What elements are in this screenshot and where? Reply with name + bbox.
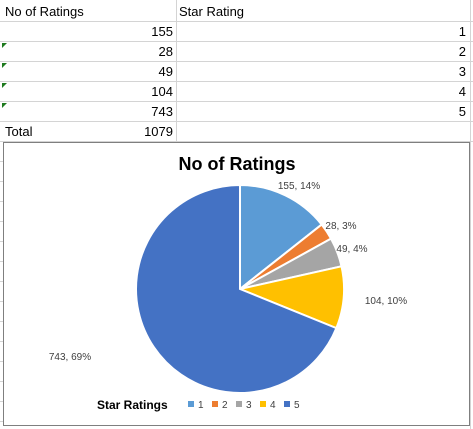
count-cell[interactable]: 155 <box>151 24 173 39</box>
cell-warning-indicator[interactable] <box>2 83 7 88</box>
row-divider <box>0 61 473 62</box>
star-cell[interactable]: 4 <box>458 84 466 99</box>
column-divider <box>176 0 177 142</box>
pie-slice-5[interactable] <box>135 183 338 394</box>
legend-label-1[interactable]: 1 <box>198 400 204 411</box>
star-cell[interactable]: 1 <box>458 24 466 39</box>
legend-swatch-4[interactable] <box>260 401 266 407</box>
row-divider <box>0 101 473 102</box>
count-cell[interactable]: 743 <box>151 104 173 119</box>
row-divider <box>0 381 3 382</box>
row-divider <box>0 221 3 222</box>
count-cell[interactable]: 49 <box>158 64 173 79</box>
row-divider <box>0 361 3 362</box>
total-label-cell[interactable]: Total <box>5 124 33 139</box>
data-label-2: 28, 3% <box>325 221 356 232</box>
cell-warning-indicator[interactable] <box>2 63 7 68</box>
total-value-cell[interactable]: 1079 <box>144 124 173 139</box>
count-cell[interactable]: 104 <box>151 84 173 99</box>
row-divider <box>0 121 473 122</box>
header-cell-star-rating[interactable]: Star Rating <box>179 4 245 19</box>
pie-slice-1[interactable] <box>239 183 324 292</box>
star-cell[interactable]: 5 <box>458 104 466 119</box>
chart-title: No of Ratings <box>179 154 296 174</box>
data-label-1: 155, 14% <box>278 181 320 192</box>
pie-chart[interactable]: No of Ratings 155, 14% 28, 3% 49, 4% 104, 1… <box>3 142 470 426</box>
row-divider <box>0 401 3 402</box>
row-divider <box>0 21 473 22</box>
row-divider <box>0 241 3 242</box>
cell-warning-indicator[interactable] <box>2 103 7 108</box>
legend-swatch-3[interactable] <box>236 401 242 407</box>
legend-swatch-5[interactable] <box>284 401 290 407</box>
row-divider <box>0 281 3 282</box>
row-divider <box>0 41 473 42</box>
star-cell[interactable]: 3 <box>458 64 466 79</box>
row-divider <box>0 141 473 142</box>
header-cell-no-of-ratings[interactable]: No of Ratings <box>5 4 84 19</box>
data-label-4: 104, 10% <box>365 296 407 307</box>
star-cell[interactable]: 2 <box>458 44 466 59</box>
row-divider <box>0 301 3 302</box>
data-label-5: 743, 69% <box>49 352 91 363</box>
legend-swatch-1[interactable] <box>188 401 194 407</box>
legend-swatch-2[interactable] <box>212 401 218 407</box>
row-divider <box>0 181 3 182</box>
column-divider <box>470 0 471 429</box>
data-label-3: 49, 4% <box>336 244 367 255</box>
row-divider <box>0 261 3 262</box>
row-divider <box>0 81 473 82</box>
pie-chart-canvas: No of Ratings 155, 14% 28, 3% 49, 4% 104, 1… <box>49 154 407 412</box>
row-divider <box>0 341 3 342</box>
legend-label-2[interactable]: 2 <box>222 400 228 411</box>
cell-warning-indicator[interactable] <box>2 43 7 48</box>
legend-label-5[interactable]: 5 <box>294 400 300 411</box>
count-cell[interactable]: 28 <box>158 44 173 59</box>
legend-label-3[interactable]: 3 <box>246 400 252 411</box>
row-divider <box>0 161 3 162</box>
legend-label-4[interactable]: 4 <box>270 400 276 411</box>
row-divider <box>0 201 3 202</box>
legend-title: Star Ratings <box>97 398 168 412</box>
row-divider <box>0 421 3 422</box>
row-divider <box>0 321 3 322</box>
